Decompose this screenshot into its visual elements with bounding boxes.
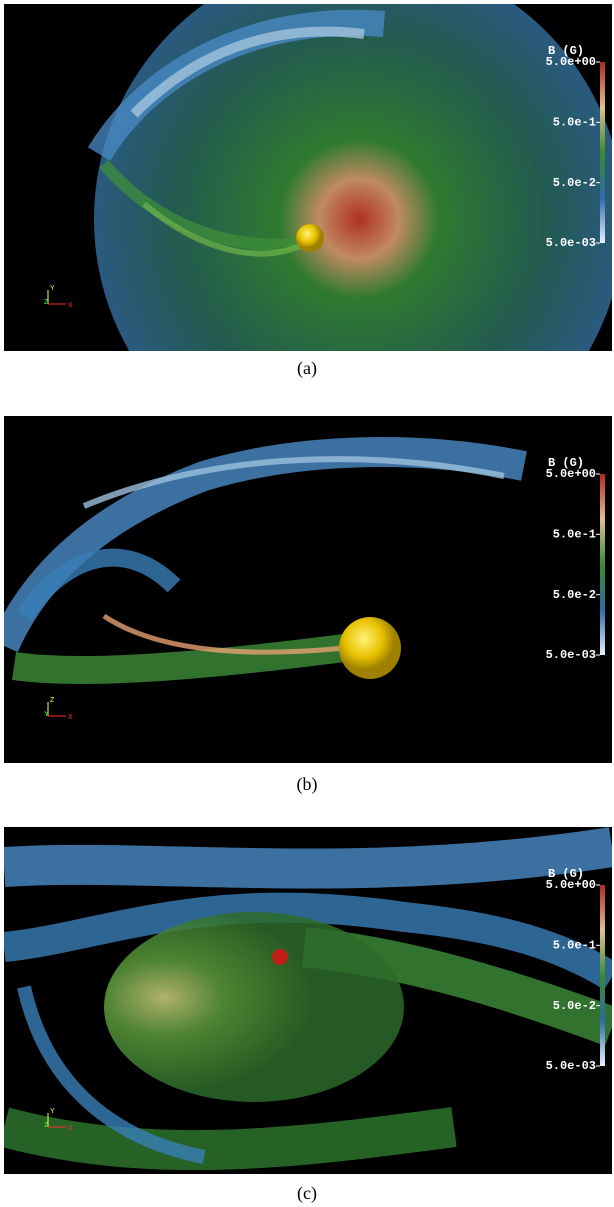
colorbar-tick-label: 5.0e-2 [553, 176, 596, 190]
colorbar-tick-label: 5.0e-2 [553, 999, 596, 1013]
colorbar-tick-label: 5.0e-03 [546, 236, 596, 250]
caption: (c) [0, 1183, 614, 1204]
field-line [4, 847, 612, 869]
colorbar-tick-label: 5.0e+00 [546, 878, 596, 892]
colorbar-tick-label: 5.0e-03 [546, 648, 596, 662]
axis-z-label: Z [44, 299, 49, 306]
field-sphere [94, 4, 612, 351]
caption: (a) [0, 358, 614, 379]
colorbar-tick-label: 5.0e-03 [546, 1059, 596, 1073]
axis-y-label: Y [50, 285, 55, 292]
axis-z-label: Y [44, 711, 49, 718]
colorbar-tick-label: 5.0e+00 [546, 55, 596, 69]
core [272, 949, 288, 965]
colorbar-tick-label: 5.0e-1 [553, 528, 596, 542]
colorbar [600, 474, 605, 655]
sun [296, 224, 324, 252]
axis-x-label: X [68, 714, 73, 721]
axis-y-label: Y [50, 1108, 55, 1115]
caption: (b) [0, 774, 614, 795]
colorbar-tick-label: 5.0e-2 [553, 588, 596, 602]
bubble [104, 912, 404, 1102]
colorbar-tick-label: 5.0e-1 [553, 116, 596, 130]
axis-x-label: X [68, 302, 73, 309]
axis-z-label: Z [44, 1122, 49, 1129]
axis-y-label: Z [50, 697, 55, 704]
axis-x-label: X [68, 1125, 73, 1132]
colorbar [600, 885, 605, 1066]
colorbar-tick-label: 5.0e-1 [553, 939, 596, 953]
page: B (G)5.0e+005.0e-15.0e-25.0e-03YZX(a)B (… [0, 0, 614, 1207]
sun [339, 617, 401, 679]
colorbar-tick-label: 5.0e+00 [546, 467, 596, 481]
colorbar [600, 62, 605, 243]
